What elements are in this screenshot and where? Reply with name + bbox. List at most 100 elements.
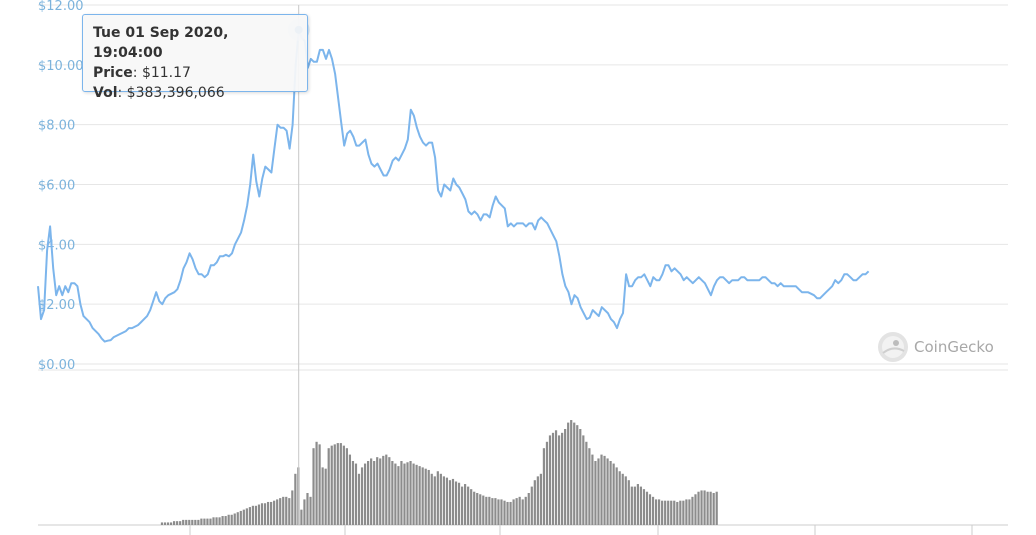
volume-bar xyxy=(470,489,473,525)
volume-bar xyxy=(424,468,427,525)
volume-bar xyxy=(294,473,297,525)
volume-bar xyxy=(482,495,485,525)
volume-bar xyxy=(697,491,700,525)
volume-bar xyxy=(363,463,367,525)
volume-bar xyxy=(615,467,618,525)
volume-bar xyxy=(451,478,455,525)
volume-bar xyxy=(521,499,524,525)
volume-bar xyxy=(594,461,597,525)
volume-bar xyxy=(215,517,218,525)
price-tooltip: Tue 01 Sep 2020, 19:04:00 Price: $11.17 … xyxy=(82,14,308,101)
volume-bar xyxy=(488,496,491,525)
y-tick-label: $0.00 xyxy=(38,358,75,373)
volume-bar xyxy=(194,519,197,525)
volume-bar xyxy=(567,422,570,525)
volume-bar xyxy=(673,500,676,525)
volume-bar xyxy=(467,486,470,525)
volume-bar xyxy=(591,454,594,525)
price-series-line xyxy=(37,28,870,343)
volume-bar xyxy=(403,463,406,525)
volume-bar xyxy=(388,457,391,525)
volume-bar xyxy=(554,430,558,525)
volume-bar xyxy=(321,467,324,525)
volume-bar xyxy=(606,458,609,525)
volume-bar xyxy=(570,420,573,525)
volume-bar xyxy=(391,461,394,525)
volume-bar xyxy=(679,500,682,525)
tooltip-vol-value: $383,396,066 xyxy=(126,85,225,101)
coingecko-watermark: CoinGecko xyxy=(877,331,994,363)
volume-bar xyxy=(633,486,636,525)
volume-bar xyxy=(642,489,646,525)
volume-bar xyxy=(479,494,482,525)
volume-bar xyxy=(430,473,433,525)
volume-bar xyxy=(609,461,612,525)
volume-bar xyxy=(345,448,348,525)
volume-bar xyxy=(173,521,176,525)
volume-bar xyxy=(212,517,215,525)
volume-bar xyxy=(700,490,703,525)
volume-bar xyxy=(300,509,303,525)
volume-bar xyxy=(266,501,270,525)
volume-bar xyxy=(639,486,643,525)
volume-bar xyxy=(270,501,273,525)
volume-bar xyxy=(500,499,503,525)
volume-bar xyxy=(224,516,227,525)
volume-bar xyxy=(348,454,352,525)
volume-bar xyxy=(273,500,276,525)
volume-bar xyxy=(485,496,488,525)
y-tick-label: $8.00 xyxy=(38,119,75,134)
volume-bar xyxy=(503,500,506,525)
volume-bar xyxy=(658,499,661,525)
volume-bar xyxy=(176,521,179,525)
volume-bar xyxy=(676,501,679,525)
volume-bar xyxy=(636,484,639,525)
volume-bar xyxy=(291,490,294,525)
volume-bar xyxy=(279,498,282,525)
volume-bar xyxy=(357,473,361,525)
volume-bar xyxy=(612,463,615,525)
volume-bar xyxy=(245,508,248,525)
volume-bar xyxy=(191,519,194,525)
tooltip-price-label: Price xyxy=(93,65,133,81)
volume-bar xyxy=(312,448,315,525)
volume-bar xyxy=(412,463,415,525)
volume-bar xyxy=(648,494,652,525)
volume-bar xyxy=(354,463,358,525)
volume-bar xyxy=(497,499,500,525)
volume-bar xyxy=(163,522,167,525)
volume-bar xyxy=(330,445,333,525)
x-axis-ticks xyxy=(189,525,973,535)
volume-bar xyxy=(445,477,449,525)
volume-bar xyxy=(239,510,242,525)
volume-bar xyxy=(600,454,603,525)
volume-bar xyxy=(373,461,376,525)
volume-bar xyxy=(427,469,430,525)
volume-bar xyxy=(551,432,555,525)
volume-bar xyxy=(548,435,552,525)
volume-bar xyxy=(376,457,379,525)
volume-bar xyxy=(557,435,561,525)
volume-bar xyxy=(712,493,715,525)
volume-bar xyxy=(585,441,588,525)
volume-bar xyxy=(630,486,633,525)
volume-bar xyxy=(573,422,576,525)
volume-bar xyxy=(515,498,518,525)
volume-bar xyxy=(709,491,712,525)
volume-bar xyxy=(433,476,436,525)
volume-bar xyxy=(654,499,658,525)
volume-bar xyxy=(179,521,182,525)
volume-bar xyxy=(221,516,224,525)
volume-bar xyxy=(360,467,364,525)
volume-bar xyxy=(582,435,585,525)
volume-bar xyxy=(457,482,461,525)
volume-bar xyxy=(406,462,409,525)
volume-bar xyxy=(397,466,400,525)
volume-bar xyxy=(448,480,452,525)
volume-bar xyxy=(506,501,509,525)
volume-bar xyxy=(512,499,515,525)
volume-bar xyxy=(327,448,330,525)
tooltip-price-value: $11.17 xyxy=(141,65,191,81)
y-tick-label: $4.00 xyxy=(38,238,75,253)
volume-bar xyxy=(400,461,403,525)
